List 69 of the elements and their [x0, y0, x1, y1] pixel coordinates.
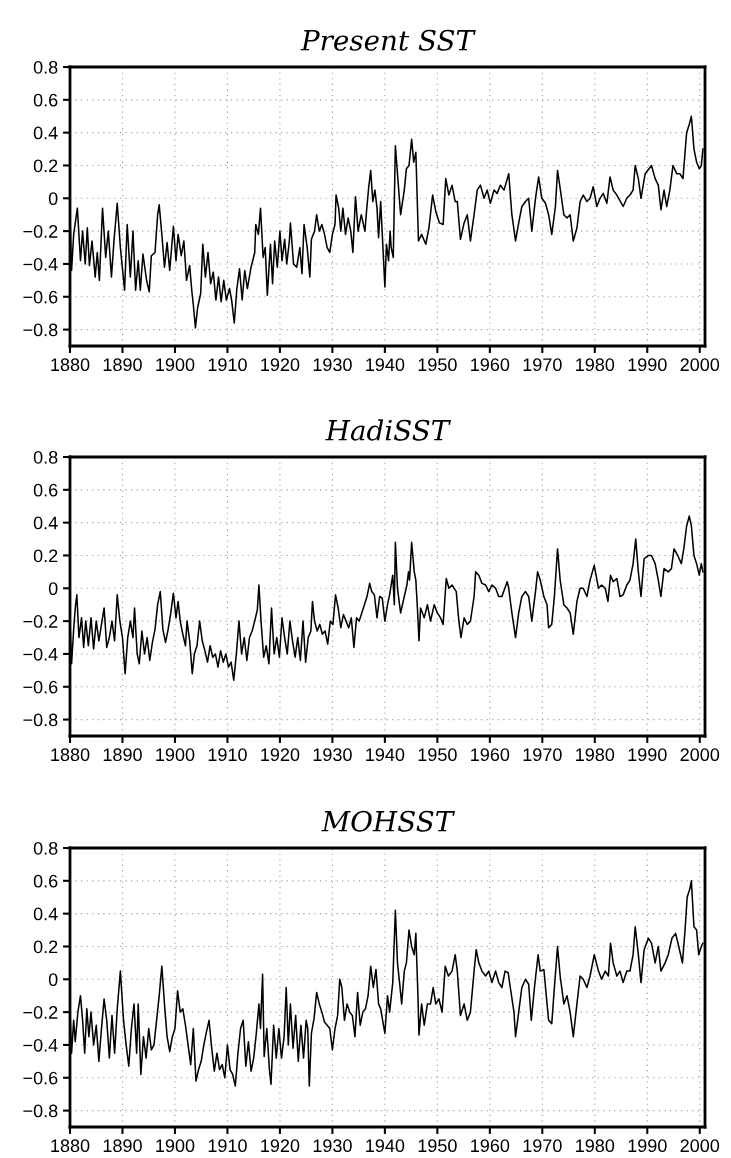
x-tick-label: 1890: [103, 748, 142, 762]
x-tick-label: 1950: [418, 748, 457, 762]
y-tick-label: −0.6: [23, 290, 58, 304]
y-tick-label: 0.2: [33, 549, 58, 563]
x-tick-label: 1920: [261, 748, 300, 762]
x-tick-label: 1990: [628, 358, 667, 372]
y-tick-label: 0.4: [33, 907, 58, 921]
chart-title: MOHSST: [321, 810, 455, 832]
chart-title: Present SST: [300, 29, 476, 51]
y-tick-label: 0.6: [33, 483, 58, 497]
y-tick-label: −0.8: [23, 713, 58, 727]
x-tick-label: 1900: [156, 1139, 195, 1153]
x-tick-label: 1990: [628, 1139, 667, 1153]
x-tick-label: 2000: [680, 358, 720, 372]
x-tick-label: 1930: [313, 358, 352, 372]
x-tick-label: 1880: [51, 748, 90, 762]
y-tick-label: −0.6: [23, 680, 58, 694]
y-tick-label: 0.8: [33, 841, 58, 855]
x-tick-label: 1980: [576, 1139, 615, 1153]
x-tick-label: 1880: [51, 1139, 90, 1153]
y-tick-label: −0.4: [23, 647, 58, 661]
y-tick-label: −0.2: [23, 225, 58, 238]
x-tick-label: 1940: [366, 1139, 405, 1153]
x-tick-label: 1900: [156, 748, 195, 762]
x-tick-label: 1980: [576, 358, 615, 372]
x-tick-label: 1900: [156, 358, 195, 372]
x-tick-label: 1880: [51, 358, 90, 372]
x-tick-label: 1930: [313, 1139, 352, 1153]
y-tick-label: −0.2: [23, 615, 58, 628]
x-tick-label: 1950: [418, 358, 457, 372]
x-tick-label: 1960: [471, 1139, 510, 1153]
x-tick-label: 1940: [366, 748, 405, 762]
y-tick-label: 0: [48, 973, 58, 987]
x-tick-label: 1960: [471, 748, 510, 762]
x-tick-label: 1890: [103, 1139, 142, 1153]
x-tick-label: 1920: [261, 1139, 300, 1153]
y-tick-label: 0.4: [33, 126, 58, 140]
y-tick-label: −0.8: [23, 323, 58, 337]
y-tick-label: 0: [48, 192, 58, 206]
x-tick-label: 1890: [103, 358, 142, 372]
y-tick-label: 0.6: [33, 93, 58, 107]
y-tick-label: 0.2: [33, 940, 58, 954]
x-tick-label: 2000: [680, 1139, 720, 1153]
x-tick-label: 1960: [471, 358, 510, 372]
x-tick-label: 1910: [208, 358, 247, 372]
y-tick-label: 0.8: [33, 450, 58, 464]
x-tick-label: 1970: [523, 358, 562, 372]
y-tick-label: −0.4: [23, 1038, 58, 1052]
y-tick-label: −0.8: [23, 1104, 58, 1118]
chart-title: HadiSST: [325, 419, 451, 441]
x-tick-label: 1970: [523, 748, 562, 762]
y-tick-label: 0.4: [33, 516, 58, 530]
x-tick-label: 1950: [418, 1139, 457, 1153]
y-tick-label: 0.8: [33, 60, 58, 74]
x-tick-label: 1930: [313, 748, 352, 762]
y-tick-label: 0.2: [33, 159, 58, 173]
x-tick-label: 1910: [208, 1139, 247, 1153]
x-tick-label: 1910: [208, 748, 247, 762]
y-tick-label: 0.6: [33, 874, 58, 888]
x-tick-label: 2000: [680, 748, 720, 762]
y-tick-label: −0.4: [23, 257, 58, 271]
y-tick-label: −0.2: [23, 1006, 58, 1019]
y-tick-label: 0: [48, 582, 58, 596]
x-tick-label: 1990: [628, 748, 667, 762]
x-tick-label: 1980: [576, 748, 615, 762]
x-tick-label: 1920: [261, 358, 300, 372]
x-tick-label: 1970: [523, 1139, 562, 1153]
x-tick-label: 1940: [366, 358, 405, 372]
y-tick-label: −0.6: [23, 1071, 58, 1085]
